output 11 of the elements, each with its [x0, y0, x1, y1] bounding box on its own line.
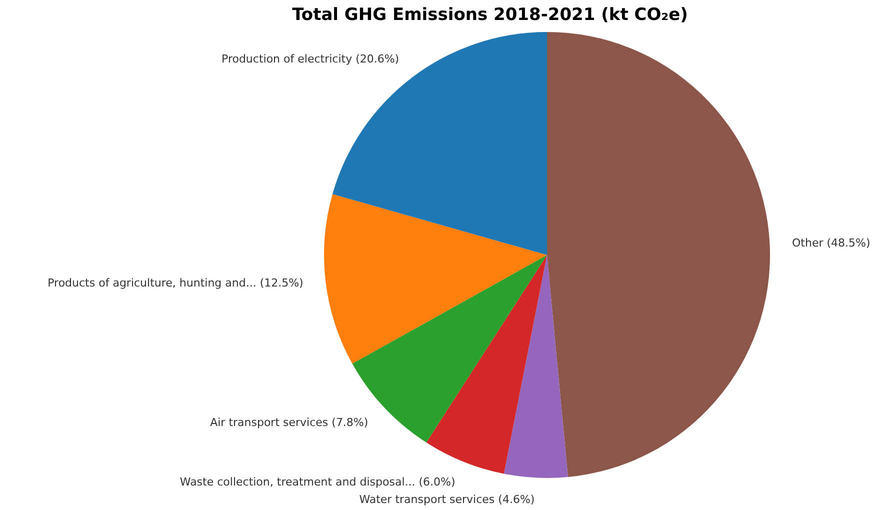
chart-title: Total GHG Emissions 2018-2021 (kt CO₂e)	[292, 5, 688, 25]
slice-label: Waste collection, treatment and disposal... (6.0%)	[180, 476, 456, 489]
slice-label: Other (48.5%)	[792, 236, 870, 250]
slice-label: Production of electricity (20.6%)	[221, 52, 400, 66]
slice-label: Air transport services (7.8%)	[210, 416, 368, 429]
pie-slice	[547, 32, 770, 478]
pie-slice	[426, 255, 547, 474]
pie-slice	[504, 255, 568, 478]
slice-label: Water transport services (4.6%)	[359, 492, 535, 506]
pie-slice	[324, 194, 547, 364]
slice-label: Products of agriculture, hunting and... (12.5%)	[48, 276, 304, 290]
